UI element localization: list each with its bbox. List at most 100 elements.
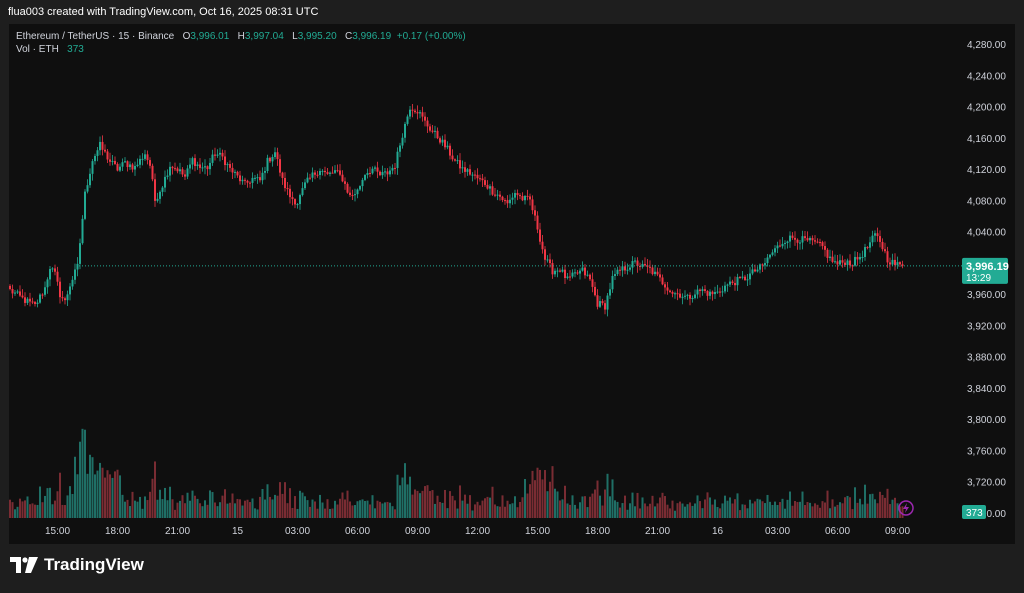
candle-body xyxy=(234,171,236,173)
volume-bar xyxy=(154,461,156,518)
candle-body xyxy=(589,274,591,280)
price-tick-label: 3,800.00 xyxy=(967,415,1006,426)
candle-body xyxy=(44,287,46,295)
candle-body xyxy=(461,167,464,169)
candle-body xyxy=(796,239,799,243)
candle-body xyxy=(879,236,881,242)
volume-bar xyxy=(239,499,241,518)
candle-body xyxy=(289,188,291,198)
chart-panel[interactable] xyxy=(9,24,1015,544)
volume-bar xyxy=(116,469,119,518)
symbol-name[interactable]: Ethereum / TetherUS · 15 · Binance xyxy=(16,31,175,42)
candle-body xyxy=(184,174,186,177)
price-tick-label: 4,200.00 xyxy=(967,103,1006,114)
volume-bar xyxy=(496,506,499,518)
candle-body xyxy=(379,171,381,176)
volume-bar xyxy=(89,454,91,518)
candle-body xyxy=(859,257,861,260)
volume-bar xyxy=(671,500,674,518)
volume-bar xyxy=(561,499,564,518)
candle-body xyxy=(209,162,211,170)
footer-bar xyxy=(0,544,1024,593)
candle-body xyxy=(739,277,741,279)
volume-bar xyxy=(301,492,304,518)
candle-body xyxy=(406,116,409,124)
lightning-icon[interactable] xyxy=(898,500,914,516)
volume-bar xyxy=(341,492,344,518)
volume-bar xyxy=(764,503,766,518)
candle-body xyxy=(546,259,549,261)
volume-bar xyxy=(76,474,79,518)
volume-bar xyxy=(456,508,459,518)
volume-bar xyxy=(364,500,366,518)
candle-body xyxy=(576,272,579,274)
volume-bar xyxy=(859,498,861,518)
candle-body xyxy=(676,293,679,295)
price-tick-label: 3,720.00 xyxy=(967,478,1006,489)
volume-bar xyxy=(319,494,321,518)
volume-bar xyxy=(249,502,251,518)
candle-body xyxy=(891,259,894,265)
candle-body xyxy=(526,195,529,197)
candle-body xyxy=(616,269,619,275)
candle-body xyxy=(886,251,889,263)
candle-body xyxy=(264,170,266,173)
volume-bar xyxy=(61,504,64,518)
volume-bar xyxy=(14,509,16,518)
lightning-icon-ring[interactable] xyxy=(898,500,914,516)
volume-bar xyxy=(321,502,324,518)
candle-body xyxy=(824,246,826,250)
volume-bar xyxy=(416,490,419,518)
candle-body xyxy=(639,265,641,267)
volume-bar xyxy=(721,503,724,518)
volume-bar xyxy=(674,510,676,518)
volume-bar xyxy=(494,504,496,518)
tradingview-logo[interactable]: TradingView xyxy=(10,555,144,575)
candle-body xyxy=(839,260,841,265)
candle-body xyxy=(631,260,634,268)
candle-body xyxy=(241,179,244,182)
volume-bar xyxy=(124,501,126,518)
candle-body xyxy=(841,260,844,263)
volume-bar xyxy=(59,472,61,518)
volume-bar xyxy=(754,501,756,518)
candle-body xyxy=(186,168,189,177)
lightning-icon-bolt[interactable] xyxy=(903,503,909,513)
candle-body xyxy=(606,295,609,310)
volume-bar xyxy=(576,508,579,518)
volume-bar xyxy=(209,490,211,518)
volume-bar xyxy=(71,494,74,518)
volume-bar xyxy=(549,481,551,518)
volume-bar xyxy=(819,507,821,518)
volume-bar xyxy=(229,502,231,518)
volume-bar xyxy=(351,505,354,518)
volume-bar xyxy=(584,496,586,518)
volume-bar xyxy=(614,500,616,518)
candle-body xyxy=(646,265,649,267)
volume-label[interactable]: Vol · ETH xyxy=(16,44,59,55)
candle-body xyxy=(789,235,791,242)
volume-bar xyxy=(436,495,439,518)
candle-body xyxy=(319,170,321,176)
candle-body xyxy=(424,116,426,121)
volume-bar xyxy=(391,506,394,518)
volume-bar xyxy=(104,477,106,518)
volume-bar xyxy=(686,504,689,518)
candle-body xyxy=(329,172,331,174)
candle-body xyxy=(409,109,411,117)
candle-body xyxy=(814,240,816,242)
candle-body xyxy=(294,199,296,205)
candle-body xyxy=(786,241,789,243)
volume-bar xyxy=(406,484,409,518)
candle-body xyxy=(276,152,279,160)
volume-bar xyxy=(179,500,181,518)
volume-bar xyxy=(369,504,371,518)
volume-bar xyxy=(699,501,701,518)
volume-bar xyxy=(156,499,159,518)
candle-body xyxy=(54,268,56,272)
volume-bar xyxy=(609,496,611,518)
price-axis[interactable]: 4,280.00 4,240.00 4,200.00 4,160.00 4,120.00… xyxy=(967,40,1006,520)
time-axis[interactable]: 15:00 18:00 21:00 15 03:00 06:00 09:00 12:00 15:… xyxy=(45,526,910,537)
candle-body xyxy=(436,130,439,139)
